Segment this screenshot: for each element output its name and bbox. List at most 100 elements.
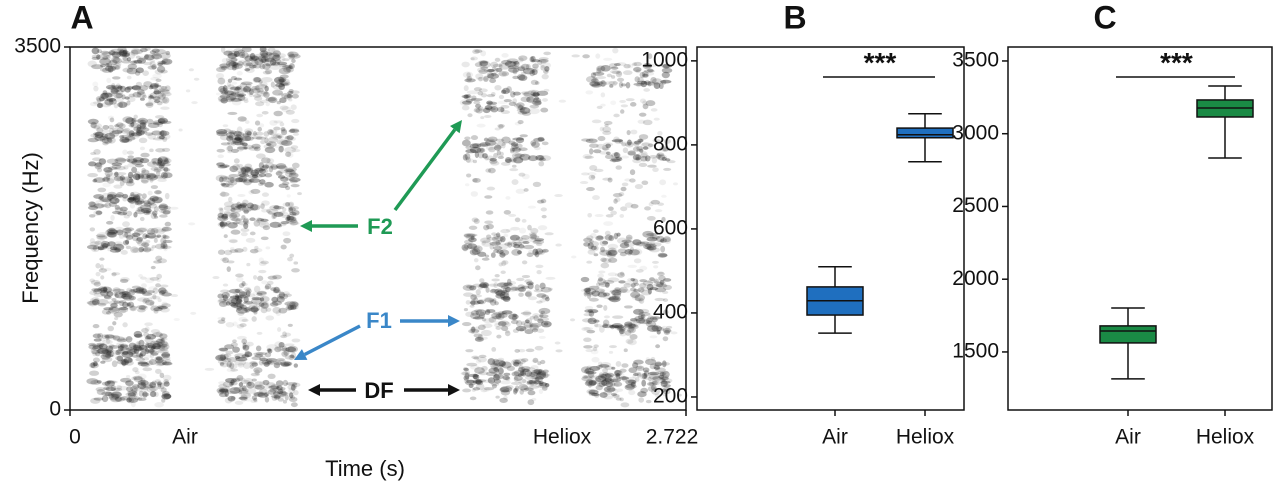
spectrogram-texture — [484, 156, 489, 160]
spectrogram-texture — [545, 232, 554, 235]
spectrogram-texture — [111, 247, 120, 250]
spectrogram-texture — [539, 314, 549, 317]
spectrogram-texture — [592, 120, 602, 124]
spectrogram-texture — [92, 350, 100, 355]
spectrogram-texture — [661, 195, 667, 198]
spectrogram-texture — [291, 149, 300, 152]
spectrogram-texture — [541, 207, 547, 211]
spectrogram-texture — [603, 58, 612, 61]
spectrogram-texture — [159, 209, 167, 213]
spectrogram-texture — [246, 238, 256, 243]
spectrogram-texture — [146, 203, 156, 206]
spectrogram-texture — [651, 82, 658, 86]
spectrogram-texture — [89, 370, 99, 375]
y-tick-label: 1500 — [952, 339, 999, 362]
y-tick-label: 400 — [653, 300, 688, 323]
spectrogram-texture — [224, 344, 234, 349]
spectrogram-texture — [495, 127, 501, 130]
spectrogram-texture — [663, 168, 671, 171]
spectrogram-texture — [276, 171, 282, 177]
spectrogram-texture — [636, 241, 645, 246]
spectrogram-texture — [107, 193, 116, 198]
spectrogram-texture — [608, 244, 618, 250]
spectrogram-texture — [518, 349, 525, 353]
spectrogram-texture — [137, 397, 142, 400]
spectrogram-texture — [157, 178, 167, 182]
spectrogram-texture — [642, 142, 650, 146]
spectrogram-texture — [602, 178, 611, 181]
spectrogram-texture — [116, 352, 124, 356]
spectrogram-texture — [258, 270, 266, 273]
spectrogram-texture — [291, 119, 299, 123]
spectrogram-texture — [597, 235, 604, 239]
spectrogram-texture — [291, 145, 298, 149]
spectrogram-texture — [624, 241, 629, 245]
spectrogram-texture — [496, 335, 501, 339]
spectrogram-texture — [107, 137, 112, 142]
x-tick-label: Air — [1115, 426, 1141, 449]
spectrogram-texture — [471, 57, 475, 60]
spectrogram-texture — [478, 60, 488, 63]
box — [897, 128, 953, 138]
spectrogram-texture — [597, 273, 604, 278]
spectrogram-texture — [161, 387, 167, 392]
spectrogram-texture — [477, 357, 487, 362]
spectrogram-texture — [493, 282, 498, 288]
spectrogram-texture — [263, 131, 269, 137]
spectrogram-texture — [571, 54, 580, 57]
spectrogram-texture — [144, 322, 153, 326]
spectrogram-texture — [629, 324, 638, 328]
spectrogram-texture — [130, 306, 136, 311]
spectrogram-texture — [581, 172, 590, 175]
spectrogram-texture — [639, 134, 648, 140]
spectrogram-texture — [535, 265, 543, 269]
spectrogram-texture — [114, 172, 126, 175]
spectrogram-texture — [588, 294, 597, 297]
spectrogram-texture — [590, 233, 596, 238]
spectrogram-texture — [283, 350, 289, 356]
spectrogram-texture — [606, 151, 611, 155]
spectrogram-texture — [279, 78, 286, 82]
spectrogram-texture — [265, 246, 270, 249]
spectrogram-texture — [611, 153, 621, 158]
spectrogram-texture — [626, 98, 635, 101]
x-axis-title: Time (s) — [325, 456, 405, 481]
spectrogram-texture — [667, 160, 676, 163]
spectrogram-texture — [532, 360, 539, 363]
spectrogram-texture — [228, 197, 232, 203]
spectrogram-texture — [591, 357, 599, 363]
spectrogram-texture — [464, 308, 468, 311]
spectrogram-texture — [473, 101, 480, 105]
spectrogram-texture — [102, 129, 109, 133]
spectrogram-texture — [117, 356, 123, 362]
spectrogram-texture — [528, 296, 537, 300]
spectrogram-texture — [259, 64, 265, 70]
spectrogram-texture — [537, 200, 544, 204]
spectrogram-texture — [273, 111, 282, 117]
spectrogram-texture — [540, 65, 545, 71]
spectrogram-texture — [604, 81, 615, 85]
spectrogram-texture — [120, 277, 130, 282]
spectrogram-texture — [615, 274, 619, 277]
spectrogram-texture — [600, 290, 605, 294]
spectrogram-texture — [472, 294, 482, 297]
spectrogram-texture — [262, 111, 269, 115]
spectrogram-texture — [162, 58, 168, 64]
spectrogram-texture — [106, 232, 116, 238]
spectrogram-texture — [520, 134, 528, 137]
spectrogram-texture — [503, 234, 508, 237]
spectrogram-texture — [632, 294, 639, 300]
spectrogram-texture — [484, 115, 491, 118]
spectrogram-texture — [230, 247, 234, 250]
spectrogram-texture — [466, 285, 472, 288]
spectrogram-texture — [580, 181, 588, 184]
spectrogram-texture — [111, 272, 116, 276]
spectrogram-texture — [602, 145, 608, 151]
spectrogram-texture — [495, 314, 502, 317]
spectrogram-texture — [470, 249, 479, 256]
spectrogram-texture — [284, 65, 293, 68]
spectrogram-texture — [93, 289, 102, 295]
spectrogram-texture — [273, 289, 281, 293]
spectrogram-texture — [272, 165, 279, 169]
spectrogram-texture — [124, 227, 134, 231]
